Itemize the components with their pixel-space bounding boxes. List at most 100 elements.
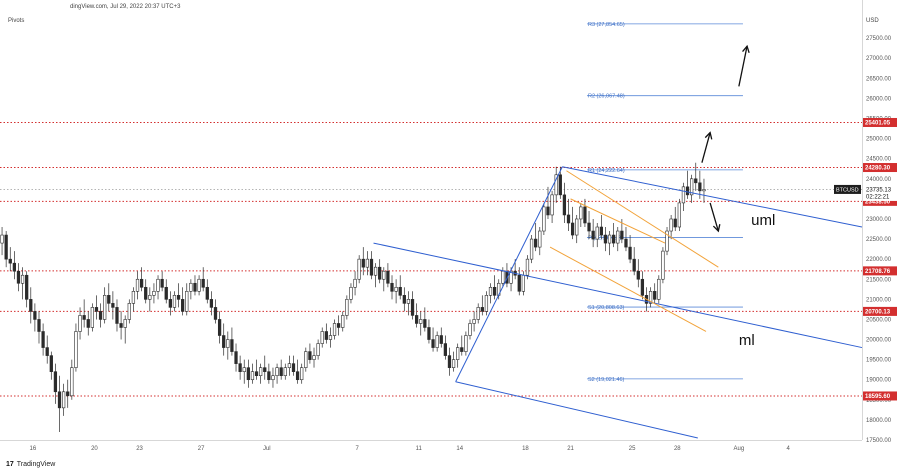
time-axis: 16 20 23 27 Jul 7 11 14 18 21 25 28 Aug 4 (29, 446, 790, 452)
candle-body (131, 291, 136, 304)
candle-body (82, 315, 86, 320)
candle-body (529, 238, 534, 260)
candle-body (583, 206, 587, 224)
candle-body (525, 258, 530, 276)
time-tick-label: 23 (136, 446, 143, 452)
price-axis: 17500.00 18000.00 18500.00 19000.00 19500.00… (866, 36, 892, 444)
candle-body (295, 371, 300, 381)
time-tick-label: 7 (355, 446, 359, 452)
candle-body (90, 307, 94, 328)
candle-body (49, 355, 53, 372)
tradingview-logo: 17 (6, 461, 14, 468)
candle-body (476, 307, 480, 320)
candle-body (320, 331, 324, 344)
candle-body (66, 391, 70, 397)
pitchfork-handle-line (455, 166, 563, 382)
level-price-tag-label: 24280.30 (865, 166, 891, 172)
annotation-ml: ml (739, 332, 755, 349)
candle-body (435, 335, 439, 348)
candle-body (226, 339, 230, 348)
candle-body (501, 270, 505, 284)
candle-body (148, 295, 152, 300)
level-price-tag-label: 25401.05 (865, 120, 891, 126)
candle-body (181, 299, 185, 312)
candle-body (562, 194, 567, 216)
candle-body (139, 278, 144, 288)
candle-body (193, 282, 197, 292)
candle-body (283, 367, 287, 377)
price-tick-label: 26000.00 (866, 96, 892, 102)
candle-body (345, 299, 349, 316)
price-tick-label: 20500.00 (866, 317, 892, 323)
pivot-label: R3 (27,854.65) (588, 22, 625, 28)
candle-body (246, 367, 250, 381)
candle-body (460, 347, 464, 352)
arrow-head (712, 224, 721, 233)
candle-body (189, 282, 193, 292)
candle-body (361, 258, 365, 268)
candle-body (353, 278, 357, 288)
candle-body (308, 351, 312, 360)
candle-body (25, 274, 29, 300)
candle-body (144, 286, 148, 300)
last-price-label: 23735.13 (866, 187, 892, 193)
level-price-tag-label: 18595.60 (865, 394, 891, 400)
candle-body (12, 262, 17, 272)
candle-body (250, 371, 255, 381)
candle-body (197, 278, 201, 292)
candle-body (217, 319, 222, 336)
tradingview-label: TradingView (16, 461, 56, 468)
candle-body (558, 174, 562, 196)
candle-body (587, 222, 591, 232)
candle-body (172, 295, 177, 308)
level-price-tag (863, 163, 897, 173)
price-tick-label: 23000.00 (866, 217, 892, 223)
candle-body (213, 307, 218, 320)
candle-body (575, 218, 579, 236)
price-tags: 25401.05 24280.30 23438.50 21708.76 20700.13… (834, 117, 897, 401)
candle-body (29, 299, 33, 312)
candle-body (365, 258, 370, 268)
orange-channel-lower-line (570, 198, 666, 244)
time-tick-label: 18 (522, 446, 529, 452)
level-price-tag (863, 266, 897, 276)
candle-body (677, 202, 681, 228)
candle-body (119, 323, 123, 328)
price-tick-label: 24500.00 (866, 157, 892, 163)
candle-body (447, 355, 452, 368)
candle-body (33, 311, 37, 320)
price-tick-label: 21000.00 (866, 297, 892, 303)
level-price-tag-label: 20700.13 (865, 309, 891, 315)
candle-body (410, 299, 415, 316)
indicator-label: Pivots (8, 18, 25, 24)
arrows (701, 44, 750, 233)
candle-body (402, 295, 406, 304)
pivot-label: S1 (20,808.63) (588, 305, 625, 311)
level-price-tag-label: 21708.76 (865, 269, 891, 275)
candle-body (205, 286, 209, 300)
level-price-tag-label: 23438.50 (865, 199, 891, 205)
arrow-shaft (701, 132, 711, 163)
price-tick-label: 27000.00 (866, 56, 892, 62)
pitchfork-upper-line (562, 166, 863, 228)
candle-body (406, 299, 411, 304)
candle-body (698, 182, 702, 192)
candle-body (386, 270, 390, 284)
candle-body (398, 286, 402, 296)
candle-body (702, 189, 706, 192)
candle-body (591, 230, 595, 240)
candle-body (45, 347, 49, 356)
candle-body (648, 291, 653, 304)
candle-body (168, 299, 172, 308)
price-tick-label: 26500.00 (866, 76, 892, 82)
candle-body (209, 299, 214, 308)
candle-body (369, 258, 374, 276)
candle-body (152, 291, 156, 296)
candle-body (127, 303, 131, 320)
tradingview-brand[interactable]: 17 TradingView (6, 461, 55, 468)
candle-body (185, 291, 189, 312)
candle-body (665, 230, 669, 252)
pivot-label: R2 (26,067.48) (588, 94, 625, 100)
